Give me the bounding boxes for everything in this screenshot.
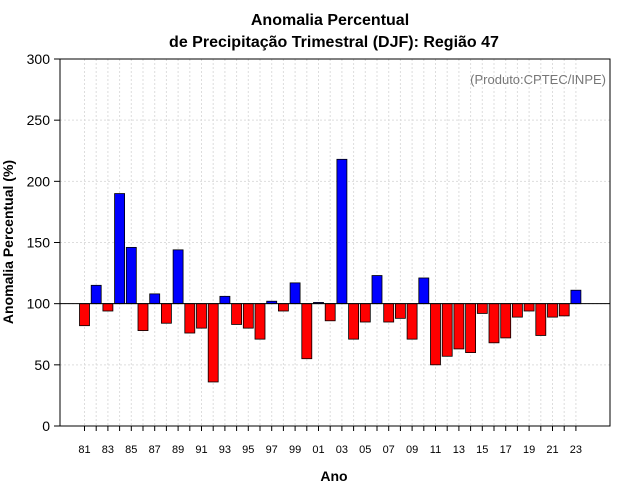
bar-00	[301, 303, 313, 360]
bar-81	[79, 303, 90, 327]
x-tick-label: 01	[312, 444, 324, 456]
grid	[60, 59, 610, 426]
bar-04	[348, 303, 360, 340]
x-tick-label: 85	[125, 444, 137, 456]
bar-88	[160, 303, 172, 324]
x-tick-label: 97	[266, 444, 278, 456]
x-tick-label: 03	[336, 444, 348, 456]
bar-20	[535, 303, 547, 336]
x-tick-label: 95	[242, 444, 254, 456]
y-tick-label: 250	[27, 112, 51, 128]
x-axis: 81 83 85 87 89 91 93 95 97 99 01 03 05 07 09 11 13 15 17 19…	[78, 426, 582, 456]
chart-title: Anomalia Percentual	[251, 12, 409, 29]
bar-93	[219, 295, 231, 305]
x-tick-label: 05	[359, 444, 371, 456]
bar-11	[430, 303, 441, 366]
y-axis-label: Anomalia Percentual (%)	[0, 160, 16, 324]
x-axis-label: Ano	[320, 468, 347, 484]
x-tick-label: 91	[195, 444, 207, 456]
bar-07	[383, 303, 395, 323]
x-tick-label: 21	[546, 444, 558, 456]
bar-03	[336, 158, 348, 305]
bar-91	[196, 303, 207, 329]
bars	[79, 158, 582, 383]
bar-06	[371, 275, 383, 305]
bar-21	[547, 303, 558, 318]
bar-84	[114, 193, 125, 305]
x-tick-label: 07	[383, 444, 395, 456]
y-tick-label: 150	[27, 235, 51, 251]
plot-frame	[59, 58, 611, 427]
x-tick-label: 11	[430, 444, 441, 456]
x-tick-label: 17	[500, 444, 512, 456]
bar-15	[476, 303, 488, 314]
x-tick-label: 09	[406, 444, 418, 456]
chart-subtitle: de Precipitação Trimestral (DJF): Região…	[169, 34, 499, 51]
bar-16	[488, 303, 500, 344]
bar-95	[242, 303, 254, 329]
bar-19	[523, 303, 535, 312]
bar-13	[453, 303, 465, 350]
bar-85	[125, 246, 137, 305]
x-tick-label: 81	[78, 444, 90, 456]
y-tick-label: 0	[42, 418, 50, 434]
bar-14	[465, 303, 477, 353]
bar-10	[418, 277, 430, 305]
bar-98	[277, 303, 289, 312]
x-tick-label: 99	[289, 444, 301, 456]
bar-90	[184, 303, 196, 334]
y-tick-label: 200	[27, 173, 51, 189]
bar-92	[207, 303, 219, 383]
bar-99	[289, 282, 301, 305]
bar-09	[406, 303, 418, 340]
bar-83	[102, 303, 114, 312]
x-tick-label: 89	[172, 444, 184, 456]
bar-87	[149, 293, 161, 305]
bar-82	[90, 284, 102, 305]
y-tick-label: 100	[27, 296, 51, 312]
bar-05	[359, 303, 371, 323]
bar-94	[231, 303, 243, 325]
bar-23	[570, 289, 582, 305]
bar-17	[500, 303, 512, 339]
bar-02	[324, 303, 336, 322]
credit-label: (Produto:CPTEC/INPE)	[470, 72, 606, 87]
x-tick-label: 83	[102, 444, 114, 456]
x-tick-label: 13	[453, 444, 465, 456]
x-tick-label: 93	[219, 444, 231, 456]
bar-12	[441, 303, 453, 357]
bar-96	[254, 303, 266, 340]
y-tick-label: 50	[34, 357, 50, 373]
bar-86	[137, 303, 149, 331]
x-tick-label: 23	[570, 444, 582, 456]
bar-22	[558, 303, 570, 317]
x-tick-label: 87	[149, 444, 161, 456]
x-tick-label: 15	[476, 444, 488, 456]
bar-18	[512, 303, 523, 318]
y-axis: 0 50 100 150 200 250 300	[27, 51, 60, 434]
x-tick-label: 19	[523, 444, 535, 456]
y-tick-label: 300	[27, 51, 51, 67]
bar-89	[172, 249, 184, 305]
bar-08	[394, 303, 406, 319]
